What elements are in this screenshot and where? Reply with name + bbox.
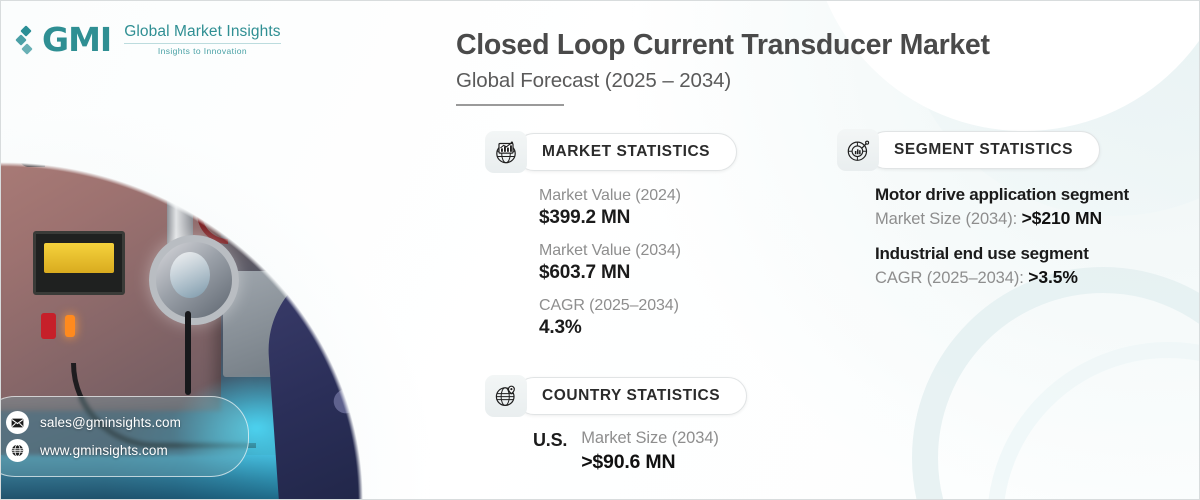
market-stat-caption: Market Value (2024): [539, 187, 681, 204]
segment-statistics-panel: SEGMENT STATISTICS Motor drive applicati…: [837, 129, 1129, 303]
segment-statistics-rows: Motor drive application segment Market S…: [875, 185, 1129, 288]
globe-pin-icon: [485, 375, 527, 417]
brand-logo[interactable]: GMI Global Market Insights Insights to I…: [15, 20, 281, 59]
segment-stat-row: Industrial end use segment CAGR (2025–20…: [875, 244, 1129, 288]
donut-chart-arrow-icon: [837, 129, 879, 171]
market-statistics-rows: Market Value (2024) $399.2 MN Market Val…: [539, 187, 737, 339]
segment-statistics-chip: SEGMENT STATISTICS: [837, 129, 1100, 171]
segment-stat-line: Market Size (2034): >$210 MN: [875, 208, 1129, 229]
indicator-lamp-red: [41, 313, 56, 339]
envelope-icon: [6, 411, 29, 434]
logo-company-name: Global Market Insights: [124, 23, 281, 41]
logo-diamonds-icon: [15, 24, 33, 55]
market-stat-value: $603.7 MN: [539, 262, 631, 283]
page-subtitle: Global Forecast (2025 – 2034): [456, 68, 732, 92]
contact-email-row[interactable]: sales@gminsights.com: [6, 411, 232, 434]
country-statistics-rows: U.S. Market Size (2034) >$90.6 MN: [533, 429, 747, 474]
transducer-cord: [185, 311, 191, 395]
market-statistics-panel: MARKET STATISTICS Market Value (2024) $3…: [485, 131, 738, 352]
contact-website-text: www.gminsights.com: [40, 443, 168, 458]
market-statistics-chip: MARKET STATISTICS: [485, 131, 738, 173]
globe-icon: [6, 439, 29, 462]
segment-stat-metric: CAGR (2025–2034):: [875, 269, 1029, 287]
transducer-stem-cap: [164, 163, 196, 177]
title-divider: [456, 103, 564, 106]
segment-statistics-label: SEGMENT STATISTICS: [867, 131, 1100, 169]
market-stat-row: CAGR (2025–2034) 4.3%: [539, 297, 737, 339]
transducer-stem: [167, 171, 193, 247]
segment-stat-value: >3.5%: [1028, 267, 1078, 287]
analog-meter-gauge: [33, 231, 125, 295]
indicator-lamp-amber: [65, 315, 75, 337]
panel-knob-row-top: [23, 115, 183, 141]
country-code: U.S.: [533, 430, 568, 450]
logo-tagline: Insights to Innovation: [124, 42, 281, 56]
panel-wire-red-b: [215, 89, 238, 214]
logo-mark-text: GMI: [42, 20, 112, 59]
market-stat-value: $399.2 MN: [539, 207, 631, 228]
country-stat-caption: Market Size (2034): [581, 429, 719, 447]
market-stat-caption: Market Value (2034): [539, 242, 681, 259]
contact-website-row[interactable]: www.gminsights.com: [6, 439, 232, 462]
contact-pill: sales@gminsights.com www.gminsights.com: [1, 396, 249, 477]
market-stat-value: 4.3%: [539, 317, 582, 338]
country-statistics-panel: COUNTRY STATISTICS U.S. Market Size (203…: [485, 375, 748, 474]
current-transducer-ring: [149, 235, 239, 325]
market-statistics-label: MARKET STATISTICS: [515, 133, 738, 171]
header-block: Closed Loop Current Transducer Market Gl…: [456, 29, 1156, 106]
page-title: Closed Loop Current Transducer Market: [456, 29, 990, 61]
market-stat-caption: CAGR (2025–2034): [539, 297, 679, 314]
segment-stat-line: CAGR (2025–2034): >3.5%: [875, 267, 1129, 288]
contact-email-text: sales@gminsights.com: [40, 415, 182, 430]
segment-stat-value: >$210 MN: [1021, 208, 1103, 228]
globe-bar-chart-icon: [485, 131, 527, 173]
segment-stat-title: Industrial end use segment: [875, 244, 1089, 263]
segment-stat-row: Motor drive application segment Market S…: [875, 185, 1129, 229]
country-stat-block: Market Size (2034) >$90.6 MN: [581, 429, 719, 474]
country-stat-value: >$90.6 MN: [581, 451, 676, 473]
segment-stat-title: Motor drive application segment: [875, 185, 1129, 204]
market-stat-row: Market Value (2024) $399.2 MN: [539, 187, 737, 229]
country-statistics-label: COUNTRY STATISTICS: [515, 377, 748, 415]
market-stat-row: Market Value (2034) $603.7 MN: [539, 242, 737, 284]
segment-stat-metric: Market Size (2034):: [875, 210, 1022, 228]
logo-wordmark: Global Market Insights Insights to Innov…: [120, 23, 281, 56]
country-statistics-chip: COUNTRY STATISTICS: [485, 375, 748, 417]
